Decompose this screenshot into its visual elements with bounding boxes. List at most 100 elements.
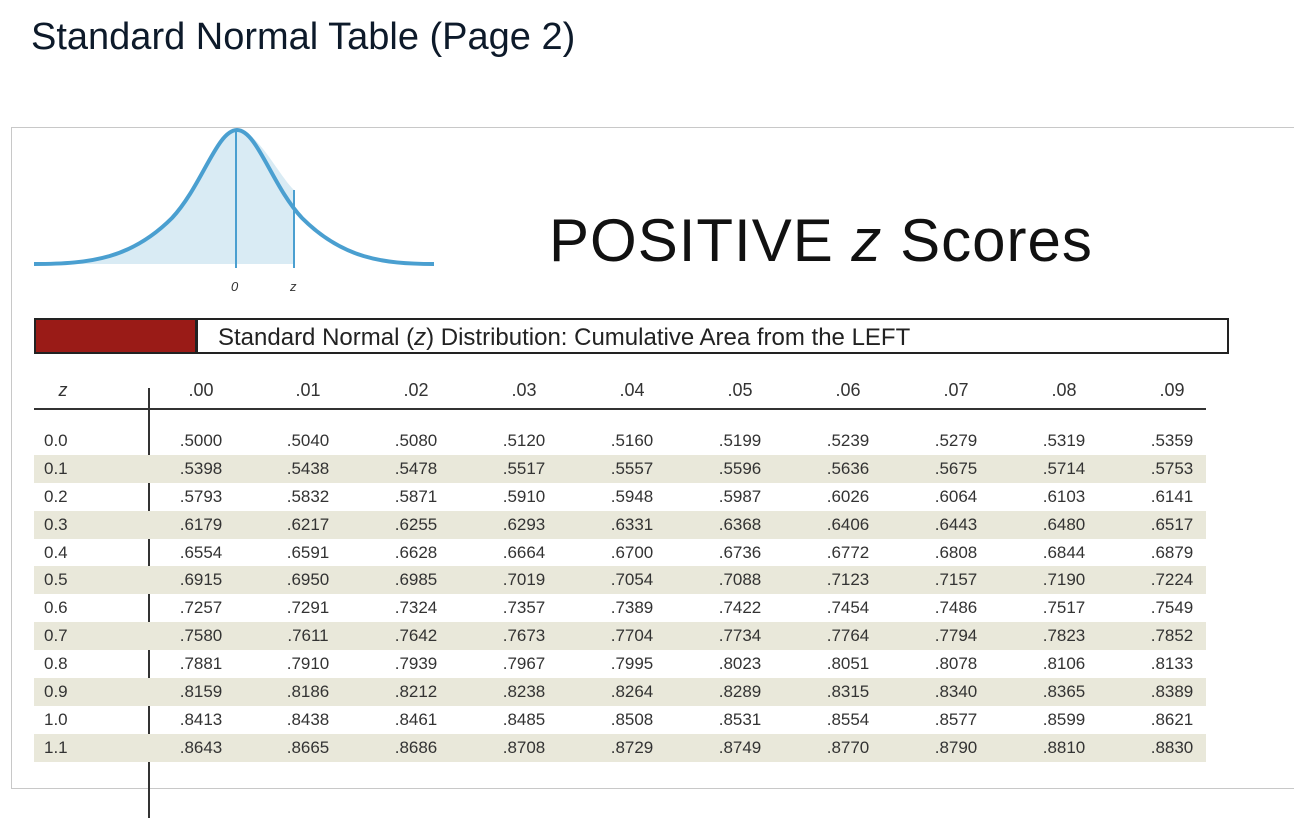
probability-cell: .8810 bbox=[1042, 737, 1086, 757]
probability-cell: .6985 bbox=[394, 570, 438, 590]
probability-cell: .5478 bbox=[394, 458, 438, 478]
probability-cell: .8665 bbox=[286, 737, 330, 757]
probability-cell: .6331 bbox=[610, 514, 654, 534]
header-divider bbox=[34, 408, 1206, 410]
probability-cell: .8770 bbox=[826, 737, 870, 757]
probability-cell: .7611 bbox=[287, 626, 329, 646]
probability-cell: .5040 bbox=[286, 431, 330, 450]
probability-cell: .5910 bbox=[502, 486, 546, 506]
column-header: .07 bbox=[943, 380, 969, 400]
column-header: .00 bbox=[188, 380, 214, 400]
probability-cell: .6179 bbox=[179, 514, 223, 534]
probability-cell: .7794 bbox=[934, 626, 978, 646]
probability-cell: .7389 bbox=[610, 598, 654, 618]
probability-cell: .6664 bbox=[502, 542, 546, 562]
probability-cell: .7422 bbox=[718, 598, 762, 618]
probability-cell: .8023 bbox=[718, 654, 762, 674]
z-value-cell: 0.6 bbox=[44, 598, 68, 618]
probability-cell: .7823 bbox=[1042, 626, 1086, 646]
probability-cell: .5832 bbox=[286, 486, 330, 506]
probability-cell: .8621 bbox=[1150, 709, 1194, 729]
z-value-cell: 0.3 bbox=[44, 514, 68, 534]
probability-cell: .5438 bbox=[286, 458, 330, 478]
column-header: .01 bbox=[295, 380, 321, 400]
probability-cell: .6736 bbox=[718, 542, 762, 562]
probability-cell: .8159 bbox=[179, 682, 223, 702]
table-row: 0.3 .6179 .6217 .6255 .6293 .6331 .6368 .6406 .6… bbox=[34, 510, 1206, 539]
probability-cell: .6700 bbox=[610, 542, 654, 562]
probability-cell: .8365 bbox=[1042, 682, 1086, 702]
table-row: 0.0 .5000 .5040 .5080 .5120 .5160 .5199 .5239 .5… bbox=[34, 427, 1206, 455]
probability-cell: .7764 bbox=[826, 626, 870, 646]
probability-cell: .5636 bbox=[826, 458, 870, 478]
probability-cell: .7734 bbox=[718, 626, 762, 646]
z-value-cell: 0.0 bbox=[44, 431, 68, 450]
probability-cell: .8315 bbox=[826, 682, 870, 702]
probability-cell: .5987 bbox=[718, 486, 762, 506]
probability-cell: .8133 bbox=[1150, 654, 1194, 674]
probability-cell: .7357 bbox=[502, 598, 546, 618]
label-z: z bbox=[289, 279, 297, 294]
probability-cell: .6554 bbox=[179, 542, 223, 562]
probability-cell: .8389 bbox=[1150, 682, 1194, 702]
probability-cell: .5080 bbox=[394, 431, 438, 450]
page-title: Standard Normal Table (Page 2) bbox=[31, 16, 576, 58]
probability-cell: .5714 bbox=[1042, 458, 1086, 478]
probability-cell: .5517 bbox=[502, 458, 546, 478]
probability-cell: .6950 bbox=[286, 570, 330, 590]
probability-cell: .5753 bbox=[1150, 458, 1194, 478]
probability-cell: .6915 bbox=[179, 570, 223, 590]
table-row: 0.5 .6915 .6950 .6985 .7019 .7054 .7088 .7123 .7… bbox=[34, 566, 1206, 595]
z-value-cell: 0.2 bbox=[44, 486, 68, 506]
probability-cell: .8212 bbox=[394, 682, 438, 702]
z-value-cell: 1.1 bbox=[44, 737, 68, 757]
column-header: .03 bbox=[511, 380, 537, 400]
column-header: .05 bbox=[727, 380, 753, 400]
table-row: 1.1 .8643 .8665 .8686 .8708 .8729 .8749 .8770 .8… bbox=[34, 733, 1206, 762]
probability-cell: .7324 bbox=[394, 598, 438, 618]
probability-cell: .5398 bbox=[179, 458, 223, 478]
probability-cell: .8106 bbox=[1042, 654, 1086, 674]
probability-cell: .6103 bbox=[1042, 486, 1086, 506]
table-figure: 0 z POSITIVE z Scores Standard Normal (z… bbox=[11, 127, 1294, 818]
z-value-cell: 1.0 bbox=[44, 709, 68, 729]
label-zero: 0 bbox=[231, 279, 239, 294]
probability-cell: .7642 bbox=[394, 626, 438, 646]
probability-cell: .7088 bbox=[718, 570, 762, 590]
probability-cell: .7019 bbox=[502, 570, 546, 590]
probability-cell: .8289 bbox=[718, 682, 762, 702]
probability-cell: .8340 bbox=[934, 682, 978, 702]
probability-cell: .8729 bbox=[610, 737, 654, 757]
table-row: 0.1 .5398 .5438 .5478 .5517 .5557 .5596 .5636 .5… bbox=[34, 454, 1206, 483]
probability-cell: .6480 bbox=[1042, 514, 1086, 534]
table-header-tab bbox=[34, 318, 197, 354]
probability-cell: .5239 bbox=[826, 431, 870, 450]
probability-cell: .7054 bbox=[610, 570, 654, 590]
table-body: 0.0 .5000 .5040 .5080 .5120 .5160 .5199 .5239 .5… bbox=[34, 427, 1206, 762]
column-header: .04 bbox=[619, 380, 645, 400]
probability-cell: .5160 bbox=[610, 431, 654, 450]
column-header: .08 bbox=[1051, 380, 1077, 400]
probability-cell: .5000 bbox=[179, 431, 223, 450]
probability-cell: .5871 bbox=[394, 486, 438, 506]
column-header-row: z .00 .01 .02 .03 .04 .05 .06 .07 .08 .09 bbox=[34, 376, 1229, 408]
probability-cell: .6591 bbox=[286, 542, 330, 562]
normal-curve-diagram: 0 z bbox=[32, 128, 452, 303]
probability-cell: .8438 bbox=[286, 709, 330, 729]
probability-cell: .8461 bbox=[394, 709, 438, 729]
probability-cell: .8708 bbox=[502, 737, 546, 757]
probability-cell: .6443 bbox=[934, 514, 978, 534]
probability-cell: .8643 bbox=[179, 737, 223, 757]
z-column-header: z bbox=[58, 380, 68, 400]
z-column-divider bbox=[148, 388, 150, 818]
probability-cell: .8531 bbox=[718, 709, 762, 729]
probability-cell: .5948 bbox=[610, 486, 654, 506]
probability-cell: .8577 bbox=[934, 709, 978, 729]
probability-cell: .6217 bbox=[286, 514, 330, 534]
probability-cell: .7486 bbox=[934, 598, 978, 618]
probability-cell: .7910 bbox=[286, 654, 330, 674]
probability-cell: .6772 bbox=[826, 542, 870, 562]
z-table: Standard Normal (z) Distribution: Cumula… bbox=[34, 318, 1229, 818]
positive-z-heading: POSITIVE z Scores bbox=[549, 207, 1093, 274]
probability-cell: .8051 bbox=[826, 654, 870, 674]
